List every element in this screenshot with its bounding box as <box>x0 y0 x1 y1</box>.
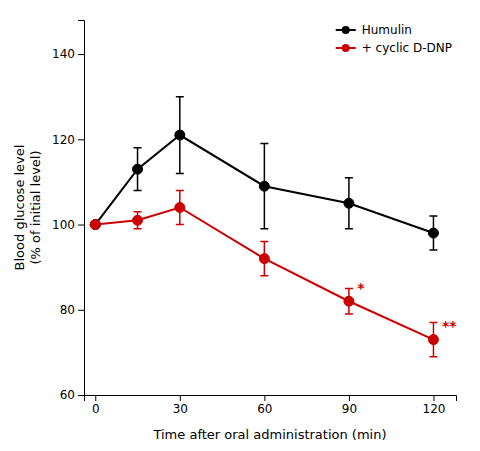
tick-mark <box>78 310 84 311</box>
error-bar <box>260 144 268 229</box>
tick-mark <box>78 139 84 140</box>
chart: 0 30 60 90 120 60 80 100 120 140 Time after oral a… <box>0 0 480 451</box>
legend-item: Humulin <box>336 23 412 37</box>
tick: 80 <box>60 303 84 317</box>
error-bar <box>345 178 353 229</box>
tick: 120 <box>423 395 446 416</box>
error-bar <box>134 148 142 191</box>
tick: 60 <box>257 395 272 416</box>
annotation: * <box>357 280 365 296</box>
tick: 30 <box>173 395 188 416</box>
point <box>428 335 438 345</box>
error-bar <box>134 212 142 229</box>
tick: 100 <box>52 218 84 232</box>
series <box>90 190 438 356</box>
tick-label: 140 <box>52 47 75 61</box>
line <box>95 208 433 340</box>
legend: Humulin + cyclic D-DNP <box>336 23 452 55</box>
tick-mark <box>180 395 181 401</box>
tick: 60 <box>60 388 84 402</box>
error-bar <box>176 190 184 224</box>
legend-label: + cyclic D-DNP <box>362 41 452 55</box>
error-bar <box>260 242 268 276</box>
error-bar <box>429 323 437 357</box>
y-axis-title-line: (% of initial level) <box>28 150 43 264</box>
legend-marker <box>342 26 350 34</box>
tick: 140 <box>52 47 84 61</box>
point <box>90 220 100 230</box>
annotations: *** <box>357 280 457 334</box>
tick-mark <box>349 395 350 401</box>
point <box>175 130 185 140</box>
x-axis-title: Time after oral administration (min) <box>152 427 386 442</box>
tick-mark <box>78 54 84 55</box>
tick-mark <box>433 395 434 401</box>
annotation: ** <box>442 318 457 334</box>
error-bar <box>429 216 437 250</box>
tick-label: 0 <box>92 402 100 416</box>
error-bar <box>345 288 353 314</box>
y-axis-title-line: Blood glucose level <box>12 145 27 271</box>
tick-label: 30 <box>173 402 188 416</box>
series <box>90 97 438 250</box>
legend-marker <box>342 44 350 52</box>
legend-label: Humulin <box>362 23 412 37</box>
tick: 0 <box>92 395 100 416</box>
tick-mark <box>264 395 265 401</box>
y-axis: 60 80 100 120 140 <box>52 21 84 403</box>
legend-item: + cyclic D-DNP <box>336 41 452 55</box>
tick-mark <box>78 225 84 226</box>
marks <box>90 97 438 357</box>
tick-label: 80 <box>60 303 75 317</box>
point <box>90 220 100 230</box>
tick-label: 90 <box>342 402 357 416</box>
point <box>344 296 354 306</box>
tick-label: 60 <box>257 402 272 416</box>
tick-label: 120 <box>52 133 75 147</box>
tick-label: 60 <box>60 388 75 402</box>
point <box>344 198 354 208</box>
tick-mark <box>78 395 84 396</box>
y-axis-title: Blood glucose level(% of initial level) <box>12 145 43 271</box>
point <box>133 164 143 174</box>
point <box>428 228 438 238</box>
point <box>133 215 143 225</box>
axis-line <box>85 396 457 402</box>
point <box>175 203 185 213</box>
tick: 120 <box>52 133 84 147</box>
point <box>259 254 269 264</box>
tick-mark <box>95 395 96 401</box>
tick-label: 100 <box>52 218 75 232</box>
plot: 0 30 60 90 120 60 80 100 120 140 Time after oral a… <box>12 21 457 443</box>
tick-label: 120 <box>423 402 446 416</box>
x-axis: 0 30 60 90 120 <box>85 395 457 416</box>
error-bar <box>176 97 184 174</box>
axis-line <box>78 21 85 396</box>
point <box>259 181 269 191</box>
tick: 90 <box>342 395 357 416</box>
